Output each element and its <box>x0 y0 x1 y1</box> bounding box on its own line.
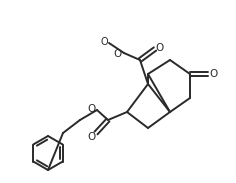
Text: O: O <box>210 69 218 79</box>
Text: O: O <box>156 43 164 53</box>
Text: O: O <box>100 37 108 47</box>
Text: O: O <box>87 104 95 114</box>
Text: O: O <box>87 132 95 142</box>
Text: O: O <box>114 49 122 59</box>
